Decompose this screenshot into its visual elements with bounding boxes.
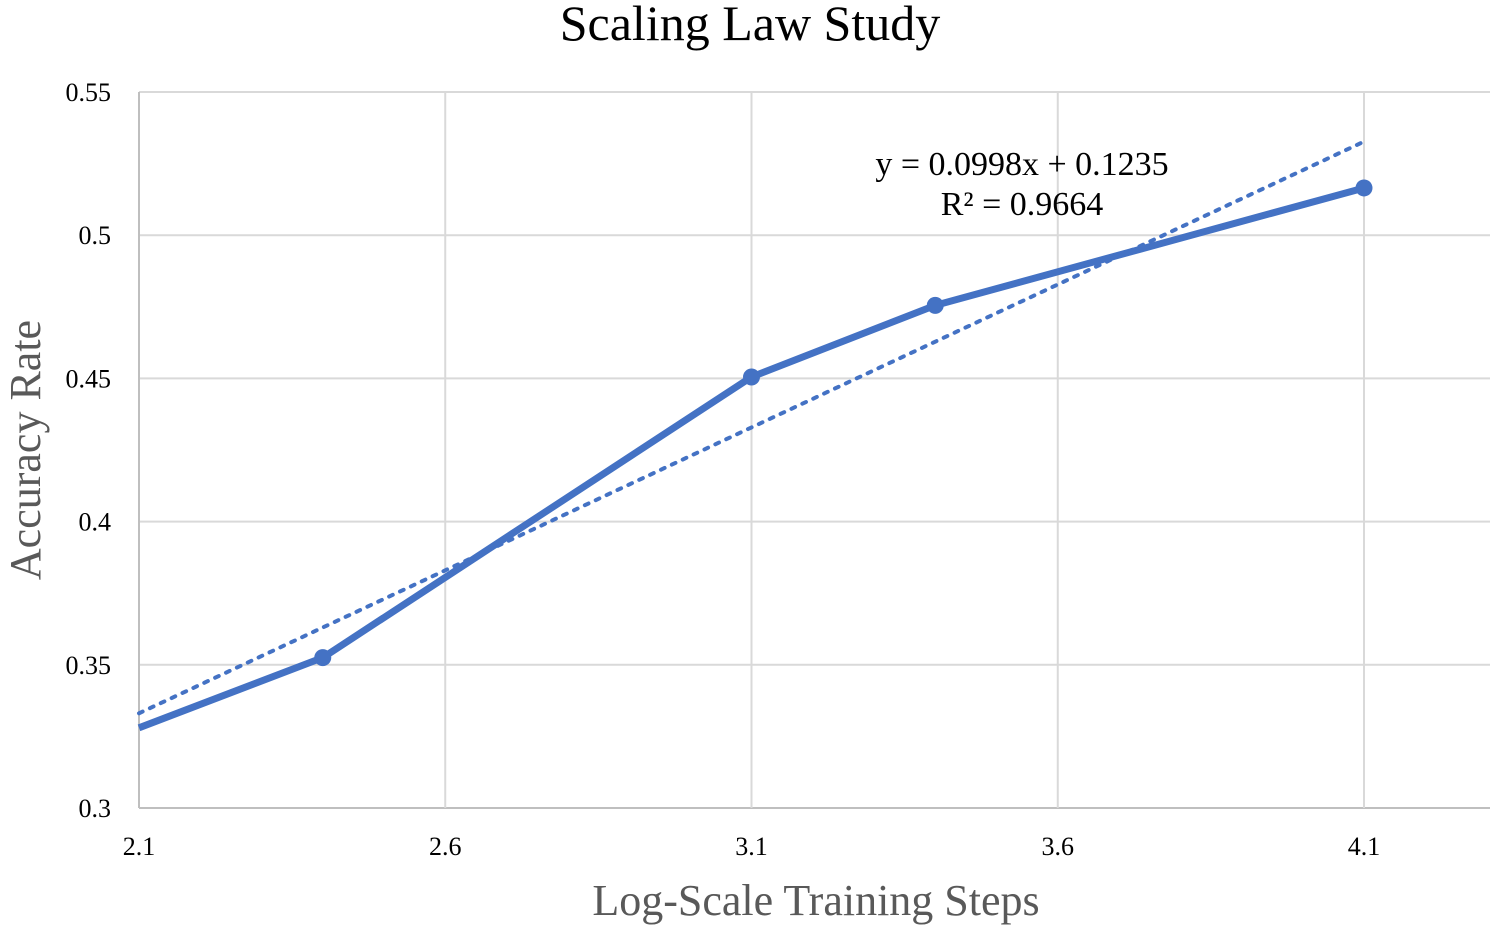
y-axis-label: Accuracy Rate — [1, 320, 50, 580]
data-point — [743, 368, 760, 386]
gridlines — [138, 91, 1490, 809]
tick-labels: 0.3 0.35 0.4 0.45 0.5 0.55 2.1 2.6 3.1 3.6 4.1 — [66, 78, 1381, 861]
y-tick-label: 0.55 — [66, 78, 112, 107]
trendline-equation: y = 0.0998x + 0.1235 — [875, 146, 1168, 183]
x-tick-label: 3.1 — [735, 832, 768, 861]
trendline — [137, 139, 1366, 716]
chart-title: Scaling Law Study — [560, 0, 941, 51]
x-axis-label: Log-Scale Training Steps — [592, 876, 1039, 925]
series — [137, 139, 1373, 732]
x-tick-label: 2.6 — [429, 832, 462, 861]
y-tick-label: 0.5 — [79, 221, 112, 250]
x-tick-label: 2.1 — [123, 832, 156, 861]
y-tick-label: 0.4 — [79, 508, 112, 537]
data-point — [1355, 179, 1373, 197]
x-tick-label: 3.6 — [1042, 832, 1075, 861]
y-tick-label: 0.45 — [66, 364, 112, 393]
x-tick-label: 4.1 — [1348, 832, 1381, 861]
y-tick-label: 0.35 — [66, 651, 112, 680]
data-point — [926, 296, 944, 314]
y-tick-label: 0.3 — [79, 794, 112, 823]
data-point — [314, 649, 332, 667]
trendline-r-squared: R² = 0.9664 — [941, 186, 1104, 223]
